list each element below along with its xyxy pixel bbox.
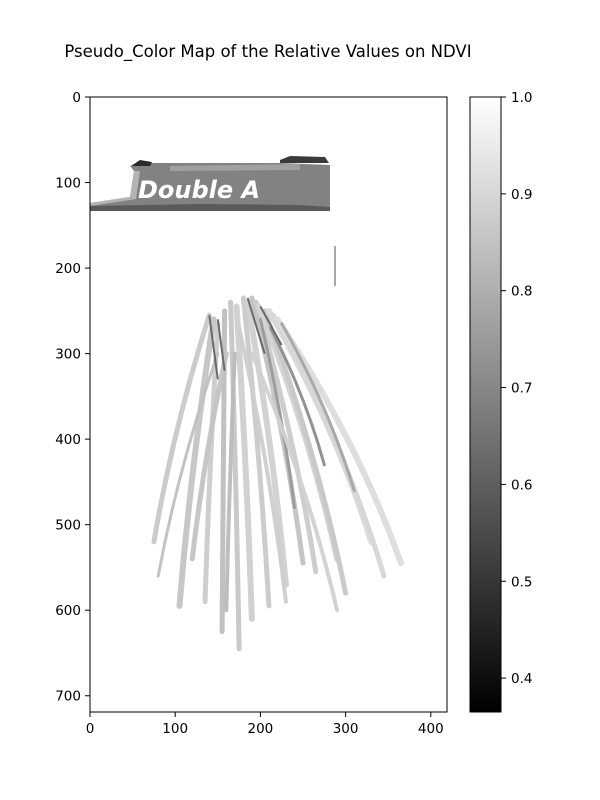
- stem: [246, 297, 266, 354]
- leaf: [258, 317, 296, 510]
- x-tick-label: 100: [162, 721, 188, 737]
- chart-title: Pseudo_Color Map of the Relative Values …: [64, 42, 471, 62]
- ndvi-image: Double A: [90, 97, 447, 712]
- y-tick-label: 200: [55, 261, 81, 277]
- leaf: [240, 295, 272, 609]
- leaf: [156, 352, 220, 578]
- colorbar-tick-label: 0.6: [511, 477, 532, 493]
- colorbar-tick-label: 0.8: [511, 284, 532, 300]
- leaf: [176, 316, 217, 609]
- colorbar-tick-label: 1.0: [511, 90, 532, 106]
- sign-board-top-dark: [280, 156, 329, 163]
- stem: [259, 306, 283, 346]
- colorbar-tick-label: 0.5: [511, 574, 532, 590]
- sign-text: Double A: [138, 176, 260, 204]
- leaf: [249, 351, 340, 613]
- x-tick-label: 200: [248, 721, 274, 737]
- y-tick-label: 700: [55, 689, 81, 705]
- x-tick-label: 0: [86, 721, 95, 737]
- colorbar-tick-label: 0.7: [511, 381, 532, 397]
- leaf: [233, 303, 255, 622]
- leaf: [228, 299, 242, 652]
- plant-leaves: [151, 295, 404, 652]
- y-tick-label: 0: [72, 90, 81, 106]
- y-tick-label: 300: [55, 347, 81, 363]
- leaf: [224, 351, 237, 613]
- y-tick-label: 500: [55, 518, 81, 534]
- x-axis: 0 100 200 300 400: [86, 712, 444, 737]
- leaf: [269, 326, 326, 467]
- leaf: [189, 351, 229, 562]
- leaf: [270, 312, 387, 579]
- x-tick-label: 300: [333, 721, 359, 737]
- colorbar-tick-label: 0.9: [511, 187, 532, 203]
- y-tick-label: 600: [55, 603, 81, 619]
- x-tick-label: 400: [418, 721, 444, 737]
- stem: [216, 319, 226, 371]
- leaf: [262, 308, 349, 596]
- axes-frame: [89, 96, 448, 713]
- sign-board-bottom-shadow: [90, 204, 330, 211]
- sign-board: Double A: [90, 156, 330, 211]
- sign-board-body: [90, 163, 330, 211]
- colorbar-axis: 0.4 0.5 0.6 0.7 0.8 0.9 1.0: [501, 90, 532, 687]
- sign-board-corner-dark: [131, 160, 152, 166]
- leaf: [237, 325, 288, 604]
- leaf: [280, 322, 356, 492]
- leaf: [151, 312, 212, 545]
- leaf: [244, 299, 289, 588]
- y-tick-label: 100: [55, 176, 81, 192]
- stem: [208, 314, 219, 380]
- colorbar: [469, 96, 502, 713]
- y-tick-label: 400: [55, 432, 81, 448]
- y-axis: 0 100 200 300 400 500 600 700: [55, 90, 90, 705]
- sign-board-edge: [90, 171, 140, 206]
- colorbar-tick-label: 0.4: [511, 671, 532, 687]
- sign-board-highlight: [170, 164, 300, 171]
